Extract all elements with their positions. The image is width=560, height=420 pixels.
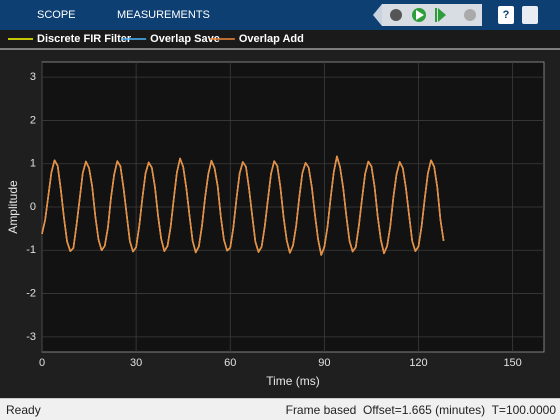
y-tick-label: 3 xyxy=(30,71,36,83)
step-forward[interactable] xyxy=(438,8,446,22)
y-tick-label: -2 xyxy=(26,287,36,299)
step-bar xyxy=(435,8,437,22)
legend-label: Overlap Add xyxy=(239,33,304,45)
run-group xyxy=(382,4,482,26)
stop[interactable] xyxy=(464,9,476,21)
y-tick-label: 1 xyxy=(30,158,36,170)
y-tick-label: 2 xyxy=(30,114,36,126)
toolbar-icons: ? xyxy=(373,4,538,26)
status-right: Frame based Offset=1.665 (minutes) T=100… xyxy=(285,403,556,417)
legend-bar xyxy=(0,30,560,49)
x-tick-label: 60 xyxy=(224,357,236,369)
x-tick-label: 0 xyxy=(39,357,45,369)
lines xyxy=(41,155,445,256)
x-tick-label: 120 xyxy=(409,357,427,369)
y-tick-label: -3 xyxy=(26,331,36,343)
series-line xyxy=(41,155,445,256)
scope: SCOPE MEASUREMENTS ? Discrete FIR Filter… xyxy=(0,0,560,388)
status-bar: Ready Frame based Offset=1.665 (minutes)… xyxy=(0,398,560,420)
legend-label: Discrete FIR Filter xyxy=(37,33,132,45)
collapse-icon[interactable] xyxy=(373,4,382,26)
x-tick-label: 30 xyxy=(130,357,142,369)
legend: Discrete FIR Filter Overlap Save Overlap A… xyxy=(8,33,304,45)
y-tick-label: -1 xyxy=(26,244,36,256)
tab[interactable]: MEASUREMENTS xyxy=(117,9,210,21)
x-tick-label: 90 xyxy=(318,357,330,369)
help-icon: ? xyxy=(503,9,510,21)
y-axis-label: Amplitude xyxy=(6,180,20,234)
y-tick-label: 0 xyxy=(30,201,36,213)
help[interactable] xyxy=(498,6,514,24)
tab[interactable]: SCOPE xyxy=(37,9,76,21)
expand[interactable] xyxy=(522,6,538,24)
x-axis-label: Time (ms) xyxy=(266,374,320,388)
status-left: Ready xyxy=(6,403,41,417)
legend-label: Overlap Save xyxy=(150,33,220,45)
x-tick-label: 150 xyxy=(503,357,521,369)
run-icon xyxy=(416,10,424,20)
step-back[interactable] xyxy=(390,9,402,21)
